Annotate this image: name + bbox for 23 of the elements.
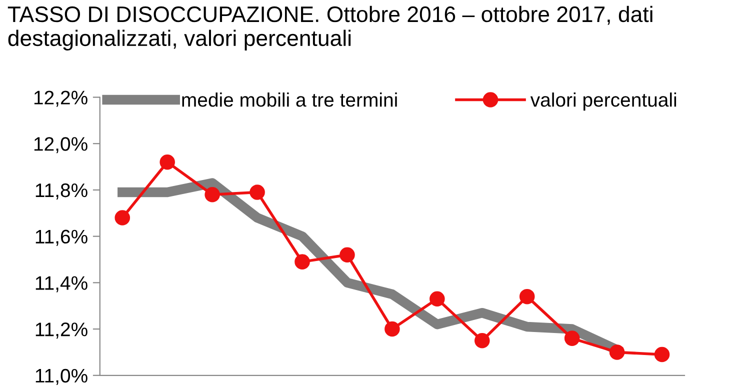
point [609, 344, 625, 360]
legend-label: valori percentuali [530, 92, 676, 111]
legend-label: medie mobili a tre termini [182, 92, 397, 107]
point [114, 210, 130, 226]
point [430, 291, 445, 307]
point [384, 321, 400, 337]
point [340, 247, 355, 262]
y-tick-label: 12,0% [34, 137, 88, 154]
y-tick-label: 11,4% [36, 276, 88, 292]
point [564, 330, 580, 346]
y-tick-label: 12,2% [34, 90, 88, 107]
y-tick-label: 11,6% [36, 230, 88, 246]
point [294, 254, 310, 270]
point [519, 288, 535, 304]
point [250, 184, 265, 200]
point [160, 154, 175, 170]
point [654, 346, 670, 362]
y-tick-label: 11,2% [36, 322, 88, 339]
y-tick-label: 11,0% [36, 368, 88, 385]
y-tick-label: 11,8% [36, 183, 88, 200]
point [204, 186, 220, 202]
chart-title: TASSO DI DISOCCUPAZIONE. Ottobre 2016 – ottobre 2017, dati destagionalizzati, valori percentuali [8, 6, 652, 50]
point [474, 332, 490, 348]
